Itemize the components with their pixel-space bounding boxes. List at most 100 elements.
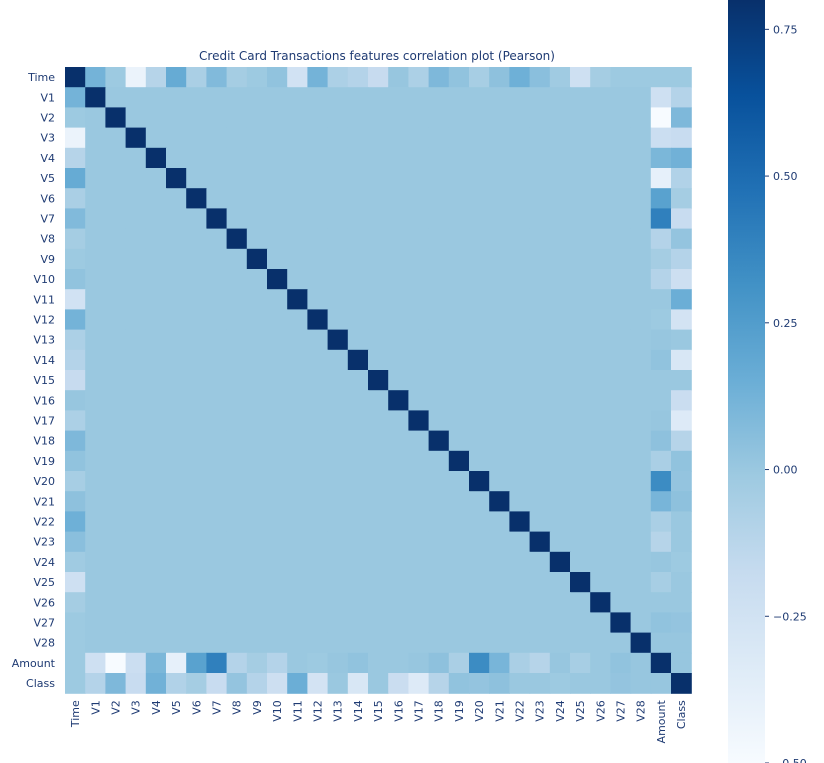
heatmap-cell-V15-V10: [267, 370, 288, 391]
heatmap-cell-V18-V4: [145, 430, 167, 452]
heatmap-cell-V10-V16: [388, 269, 409, 290]
heatmap-cell-V16-V25: [570, 390, 591, 411]
heatmap-cell-V12-V8: [226, 309, 248, 331]
heatmap-cell-V25-V11: [287, 572, 308, 593]
heatmap-cell-V15-Amount: [650, 370, 672, 391]
heatmap-cell-Amount-V25: [570, 652, 591, 674]
heatmap-cell-V26-V24: [549, 592, 571, 613]
heatmap-cell-V14-V12: [307, 349, 329, 371]
heatmap-cell-V28-V5: [166, 632, 187, 654]
heatmap-cell-V7-V9: [246, 208, 268, 230]
heatmap-cell-Amount-V4: [145, 652, 167, 674]
heatmap-cell-V8-V15: [368, 228, 389, 250]
heatmap-cell-V27-V21: [489, 612, 510, 634]
heatmap-cell-V16-V5: [166, 390, 187, 411]
heatmap-cell-V12-V9: [246, 309, 268, 331]
heatmap-cell-V27-V24: [549, 612, 571, 634]
heatmap-cell-V16-V14: [347, 390, 369, 411]
heatmap-cell-V15-V21: [489, 370, 510, 391]
heatmap-cell-V4-V7: [206, 147, 228, 169]
heatmap-cell-V12-V11: [287, 309, 308, 331]
heatmap-cell-V27-V4: [145, 612, 167, 634]
heatmap-cell-V20-V7: [206, 471, 228, 492]
heatmap-cell-V1-V13: [327, 87, 349, 108]
heatmap-cell-V14-V5: [166, 349, 187, 371]
heatmap-cell-V20-V12: [307, 471, 329, 492]
heatmap-cell-V16-V2: [105, 390, 127, 411]
heatmap-cell-V17-V14: [347, 410, 369, 432]
heatmap-cell-Class-V21: [489, 673, 510, 694]
heatmap-cell-V23-V23: [529, 531, 551, 553]
heatmap-cell-V28-V17: [408, 632, 430, 654]
heatmap-cell-V17-V6: [186, 410, 207, 432]
heatmap-cell-V23-V26: [590, 531, 611, 553]
heatmap-cell-V18-V24: [549, 430, 571, 452]
heatmap-cell-V5-V22: [509, 168, 531, 189]
heatmap-cell-V16-V9: [246, 390, 268, 411]
heatmap-cell-V17-V25: [570, 410, 591, 432]
heatmap-cell-V20-Amount: [650, 471, 672, 492]
heatmap-cell-V12-V21: [489, 309, 510, 331]
heatmap-cell-Time-V4: [145, 67, 167, 88]
heatmap-cell-V1-V14: [347, 87, 369, 108]
x-tick-label-V26: V26: [594, 700, 607, 722]
heatmap-cell-V10-V7: [206, 269, 228, 290]
heatmap-cell-V10-V1: [85, 269, 106, 290]
heatmap-cell-V27-V27: [610, 612, 632, 634]
heatmap-cell-V21-V13: [327, 491, 349, 512]
heatmap-cell-V11-V23: [529, 289, 551, 310]
heatmap-cell-Time-V13: [327, 67, 349, 88]
heatmap-cell-V3-V4: [145, 127, 167, 149]
heatmap-cell-V24-V4: [145, 551, 167, 573]
heatmap-cell-V18-V2: [105, 430, 127, 452]
heatmap-cell-V23-V17: [408, 531, 430, 553]
heatmap-cell-V1-V17: [408, 87, 430, 108]
heatmap-cell-V6-V21: [489, 188, 510, 209]
heatmap-cell-V23-V9: [246, 531, 268, 553]
heatmap-cell-V11-V11: [287, 289, 308, 310]
heatmap-cell-V15-V27: [610, 370, 632, 391]
heatmap-cell-V3-V14: [347, 127, 369, 149]
heatmap-cell-V18-Class: [671, 430, 692, 452]
heatmap-cell-Time-V28: [630, 67, 652, 88]
heatmap-cell-V2-V12: [307, 107, 329, 129]
y-tick-label-V24: V24: [33, 556, 55, 569]
heatmap-cell-Amount-V12: [307, 652, 329, 674]
heatmap-cell-Time-V16: [388, 67, 409, 88]
heatmap-cell-V8-V1: [85, 228, 106, 250]
heatmap-cell-Class-V20: [469, 673, 490, 694]
heatmap-cell-V17-V18: [428, 410, 450, 432]
x-tick-label-V20: V20: [473, 700, 486, 722]
heatmap-cell-V12-V20: [469, 309, 490, 331]
heatmap-cell-V17-V23: [529, 410, 551, 432]
heatmap-cell-V25-V15: [368, 572, 389, 593]
heatmap-cell-V12-V6: [186, 309, 207, 331]
heatmap-cell-Class-Class: [671, 673, 692, 694]
heatmap-cell-V6-V9: [246, 188, 268, 209]
heatmap-cell-V11-V24: [549, 289, 571, 310]
heatmap-cell-V12-Class: [671, 309, 692, 331]
heatmap-cell-V3-V24: [549, 127, 571, 149]
heatmap-cell-V16-Time: [65, 390, 86, 411]
heatmap-cell-V10-Time: [65, 269, 86, 290]
heatmap-cell-V20-V26: [590, 471, 611, 492]
heatmap-cell-V5-V7: [206, 168, 228, 189]
heatmap-cell-V26-V10: [267, 592, 288, 613]
heatmap-cell-V28-V11: [287, 632, 308, 654]
y-tick-label-V27: V27: [33, 617, 55, 630]
y-tick-label-V6: V6: [40, 192, 55, 205]
heatmap-cell-V9-V12: [307, 248, 329, 270]
heatmap-cell-V1-V26: [590, 87, 611, 108]
heatmap-cell-V23-V21: [489, 531, 510, 553]
y-tick-label-V23: V23: [33, 536, 55, 549]
x-tick-label-V18: V18: [433, 700, 446, 722]
heatmap-cell-V22-V9: [246, 511, 268, 533]
heatmap-cell-V5-V11: [287, 168, 308, 189]
heatmap-cell-V23-V8: [226, 531, 248, 553]
x-tick-label-V16: V16: [392, 700, 405, 722]
heatmap-cell-V3-V3: [125, 127, 147, 149]
heatmap-cell-V5-V27: [610, 168, 632, 189]
heatmap-cell-V15-V18: [428, 370, 450, 391]
heatmap-cell-V14-Time: [65, 349, 86, 371]
